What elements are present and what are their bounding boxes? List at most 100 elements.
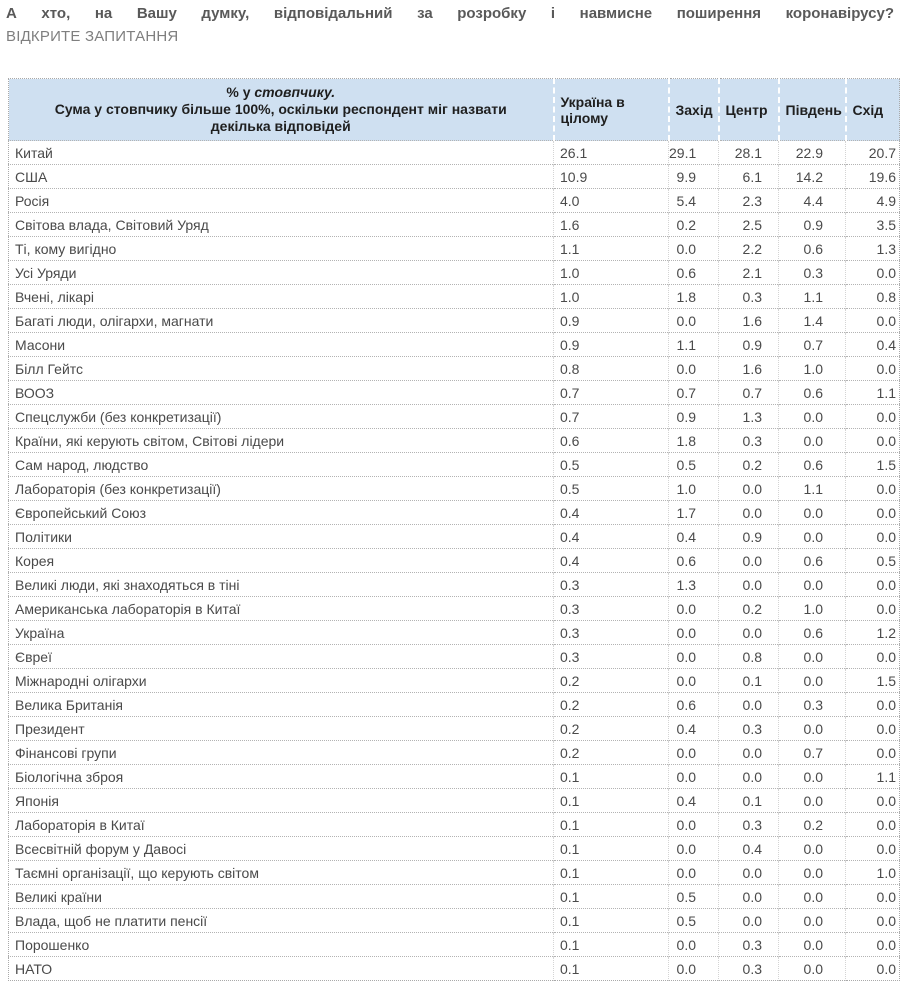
value-cell-ukraine-total: 0.4 [553,524,669,549]
value-cell-ukraine-total: 0.6 [553,428,669,453]
value-cell-west: 0.0 [668,860,719,885]
value-cell-center: 0.3 [718,284,779,309]
value-cell-west: 1.7 [668,500,719,525]
value-cell-center: 0.9 [718,524,779,549]
value-cell-east: 0.0 [845,596,900,621]
value-cell-south: 0.6 [778,548,846,573]
value-cell-ukraine-total: 26.1 [553,140,669,165]
value-cell-east: 1.1 [845,380,900,405]
value-cell-south: 1.0 [778,356,846,381]
value-cell-south: 1.0 [778,596,846,621]
value-cell-south: 0.7 [778,332,846,357]
value-cell-center: 2.5 [718,212,779,237]
value-cell-east: 0.0 [845,716,900,741]
value-cell-ukraine-total: 1.6 [553,212,669,237]
row-label: ВООЗ [8,380,554,405]
value-cell-south: 0.0 [778,668,846,693]
value-cell-west: 0.9 [668,404,719,429]
value-cell-center: 0.0 [718,692,779,717]
value-cell-ukraine-total: 0.1 [553,932,669,957]
value-cell-east: 0.0 [845,932,900,957]
table-row: Японія 0.1 0.4 0.1 0.0 0.0 [8,788,900,813]
value-cell-center: 1.6 [718,308,779,333]
value-cell-south: 22.9 [778,140,846,165]
row-label: Світова влада, Світовий Уряд [8,212,554,237]
row-label: Всесвітній форум у Давосі [8,836,554,861]
row-label: Білл Гейтс [8,356,554,381]
value-cell-south: 0.0 [778,764,846,789]
column-header-east: Схід [844,78,900,141]
value-cell-east: 1.2 [845,620,900,645]
value-cell-ukraine-total: 0.5 [553,452,669,477]
value-cell-east: 0.0 [845,428,900,453]
value-cell-south: 0.6 [778,620,846,645]
value-cell-center: 0.4 [718,836,779,861]
value-cell-ukraine-total: 0.1 [553,788,669,813]
value-cell-center: 6.1 [718,164,779,189]
value-cell-south: 0.0 [778,836,846,861]
value-cell-ukraine-total: 0.3 [553,620,669,645]
value-cell-south: 1.4 [778,308,846,333]
value-cell-east: 0.0 [845,908,900,933]
value-cell-center: 0.7 [718,380,779,405]
value-cell-south: 0.0 [778,404,846,429]
value-cell-west: 1.8 [668,428,719,453]
value-cell-south: 1.1 [778,476,846,501]
value-cell-west: 0.2 [668,212,719,237]
value-cell-east: 1.0 [845,860,900,885]
value-cell-south: 0.6 [778,452,846,477]
value-cell-center: 0.0 [718,764,779,789]
row-label: Вчені, лікарі [8,284,554,309]
value-cell-ukraine-total: 0.7 [553,404,669,429]
value-cell-south: 0.0 [778,860,846,885]
value-cell-west: 1.0 [668,476,719,501]
value-cell-center: 0.3 [718,716,779,741]
value-cell-west: 0.0 [668,596,719,621]
value-cell-south: 1.1 [778,284,846,309]
value-cell-ukraine-total: 0.2 [553,716,669,741]
value-cell-center: 0.0 [718,860,779,885]
value-cell-center: 0.3 [718,428,779,453]
value-cell-center: 0.0 [718,620,779,645]
value-cell-west: 0.0 [668,668,719,693]
value-cell-east: 0.0 [845,812,900,837]
value-cell-ukraine-total: 0.3 [553,572,669,597]
row-label: Фінансові групи [8,740,554,765]
value-cell-south: 0.7 [778,740,846,765]
table-body: Китай 26.1 29.1 28.1 22.9 20.7 США 10.9 9.9 6.1 14… [8,140,900,981]
value-cell-west: 0.0 [668,812,719,837]
table-row: Світова влада, Світовий Уряд 1.6 0.2 2.5 0.9… [8,212,900,237]
row-label: Політики [8,524,554,549]
value-cell-south: 0.9 [778,212,846,237]
table-row: Масони 0.9 1.1 0.9 0.7 0.4 [8,332,900,357]
value-cell-center: 0.3 [718,956,779,981]
value-cell-east: 0.0 [845,404,900,429]
table-row: Великі країни 0.1 0.5 0.0 0.0 0.0 [8,884,900,909]
value-cell-west: 1.3 [668,572,719,597]
value-cell-west: 1.1 [668,332,719,357]
value-cell-east: 0.0 [845,476,900,501]
value-cell-west: 0.5 [668,908,719,933]
table-row: Міжнародні олігархи 0.2 0.0 0.1 0.0 1.5 [8,668,900,693]
value-cell-west: 0.6 [668,692,719,717]
value-cell-ukraine-total: 0.9 [553,332,669,357]
row-label: Китай [8,140,554,165]
table-row: Таємні організації, що керують світом 0.1… [8,860,900,885]
value-cell-center: 1.6 [718,356,779,381]
row-label: Японія [8,788,554,813]
table-row: Білл Гейтс 0.8 0.0 1.6 1.0 0.0 [8,356,900,381]
value-cell-east: 1.5 [845,668,900,693]
row-label: Порошенко [8,932,554,957]
value-cell-south: 0.0 [778,644,846,669]
note-line1-italic: стовпчику. [254,84,336,100]
table-row: Влада, щоб не платити пенсії 0.1 0.5 0.0 0.0… [8,908,900,933]
value-cell-ukraine-total: 0.3 [553,644,669,669]
value-cell-ukraine-total: 0.5 [553,476,669,501]
table-row: Фінансові групи 0.2 0.0 0.0 0.7 0.0 [8,740,900,765]
row-label: Багаті люди, олігархи, магнати [8,308,554,333]
value-cell-west: 0.0 [668,356,719,381]
table-row: Велика Британія 0.2 0.6 0.0 0.3 0.0 [8,692,900,717]
value-cell-ukraine-total: 0.7 [553,380,669,405]
table-header: % у стовпчику. Сума у стовпчику більше 1… [8,78,900,141]
